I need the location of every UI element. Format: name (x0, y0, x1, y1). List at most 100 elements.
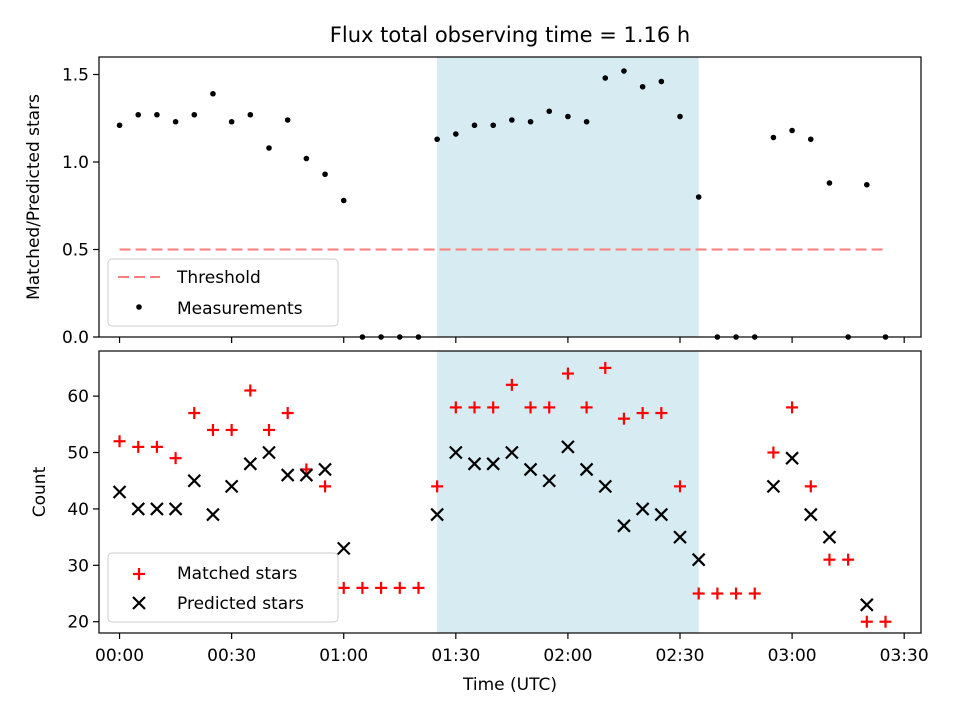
matched-stars-point (617, 412, 630, 425)
predicted-stars-point (803, 507, 818, 522)
matched-stars-point (319, 480, 332, 493)
predicted-stars-point (766, 479, 781, 494)
measurement-point (490, 122, 496, 129)
predicted-stars-point (336, 541, 351, 556)
predicted-stars-point (299, 468, 314, 482)
legend-measurements-swatch (136, 304, 142, 310)
legend-predicted-swatch (132, 596, 146, 610)
matched-stars-point (113, 435, 126, 448)
x-tick-label: 03:00 (768, 646, 817, 666)
matched-stars-point (636, 407, 649, 420)
matched-stars-point (730, 587, 743, 600)
predicted-stars-point (150, 502, 164, 516)
measurement-point (639, 83, 646, 90)
measurement-point (303, 155, 310, 162)
measurement-point (583, 118, 590, 125)
measurement-point (116, 122, 123, 129)
measurement-point (565, 113, 571, 120)
predicted-stars-point (598, 479, 613, 494)
measurement-point (509, 117, 515, 123)
predicted-stars-point (467, 457, 482, 471)
measurement-point (826, 180, 833, 186)
matched-stars-point (188, 407, 201, 420)
matched-stars-point (150, 440, 163, 453)
matched-stars-point (804, 480, 817, 493)
predicted-stars-point (206, 507, 220, 522)
measurement-point (210, 90, 216, 97)
bottom-panel-frame (98, 350, 922, 634)
y-tick-label: 20 (67, 613, 89, 633)
predicted-stars-point (280, 468, 295, 482)
matched-stars-point (879, 615, 892, 628)
matched-stars-point (206, 423, 219, 436)
top-legend: Threshold Measurements (107, 258, 339, 327)
top-panel: 0.0 0.5 1.0 1.5 Matched/Predicted stars Thr… (24, 56, 922, 348)
matched-stars-point (412, 581, 425, 594)
predicted-stars-point (654, 507, 669, 522)
predicted-stars-point (691, 552, 706, 567)
matched-stars-point (860, 615, 873, 628)
measurement-point (191, 111, 198, 118)
matched-stars-point (281, 407, 294, 420)
matched-stars-point (449, 401, 462, 414)
measurement-point (247, 111, 254, 118)
measurement-point (135, 111, 142, 118)
matched-stars-point (524, 401, 537, 414)
bottom-panel-shaded-span (437, 351, 699, 633)
x-tick-label: 00:00 (95, 646, 144, 666)
measurement-point (228, 118, 235, 125)
matched-stars-point (711, 587, 724, 600)
matched-stars-point (375, 581, 388, 594)
measurement-point (621, 68, 627, 74)
predicted-stars-point (430, 507, 444, 522)
measurement-point (154, 111, 160, 118)
predicted-stars-point (860, 598, 874, 612)
matched-stars-point (580, 401, 593, 414)
x-tick-label: 00:30 (207, 646, 256, 666)
matched-stars-point (561, 367, 574, 380)
matched-stars-point (823, 553, 836, 566)
matched-stars-point (468, 401, 481, 414)
predicted-stars-point (822, 530, 837, 544)
predicted-stars-point (449, 445, 463, 460)
predicted-stars-point (635, 502, 650, 516)
measurement-point (789, 127, 795, 134)
top-panel-ylabel: Matched/Predicted stars (24, 94, 44, 300)
predicted-stars-point (112, 485, 127, 499)
measurement-point (471, 122, 478, 129)
matched-stars-point (263, 423, 276, 436)
matched-stars-point (431, 480, 444, 493)
bottom-panel-ylabel: Count (30, 466, 50, 517)
matched-stars-point (543, 401, 556, 414)
bottom-legend: Matched stars Predicted stars (107, 552, 339, 623)
predicted-stars-point (523, 462, 538, 477)
matched-stars-point (767, 446, 780, 459)
measurement-point (602, 75, 609, 81)
measurement-point (340, 197, 347, 204)
predicted-stars-point (131, 502, 146, 516)
y-tick-label: 0.0 (62, 328, 89, 348)
predicted-stars-point (561, 440, 575, 454)
matched-stars-point (505, 378, 518, 391)
predicted-stars-point (224, 479, 239, 494)
predicted-stars-point (505, 445, 519, 460)
x-tick-label: 01:30 (431, 646, 480, 666)
predicted-stars-point (318, 462, 332, 477)
measurement-point (546, 108, 553, 115)
legend-matched-swatch (133, 568, 145, 580)
top-panel-frame (98, 56, 922, 338)
x-tick-label: 03:30 (880, 646, 929, 666)
top-panel-shaded-span (437, 57, 699, 337)
matched-stars-point (300, 463, 313, 476)
bottom-panel: 20 30 40 50 60 00:00 00:30 01:00 01:30 02:00 02:3… (30, 350, 929, 695)
measurement-point (770, 134, 777, 141)
measurement-point (864, 181, 870, 188)
matched-stars-point (655, 407, 668, 420)
y-tick-label: 60 (67, 387, 89, 407)
matched-stars-point (356, 581, 369, 594)
y-tick-label: 0.5 (62, 241, 89, 261)
x-tick-label: 02:30 (656, 646, 705, 666)
y-tick-label: 30 (67, 556, 89, 576)
matched-stars-point (487, 401, 500, 414)
chart-title: Flux total observing time = 1.16 h (330, 23, 690, 47)
